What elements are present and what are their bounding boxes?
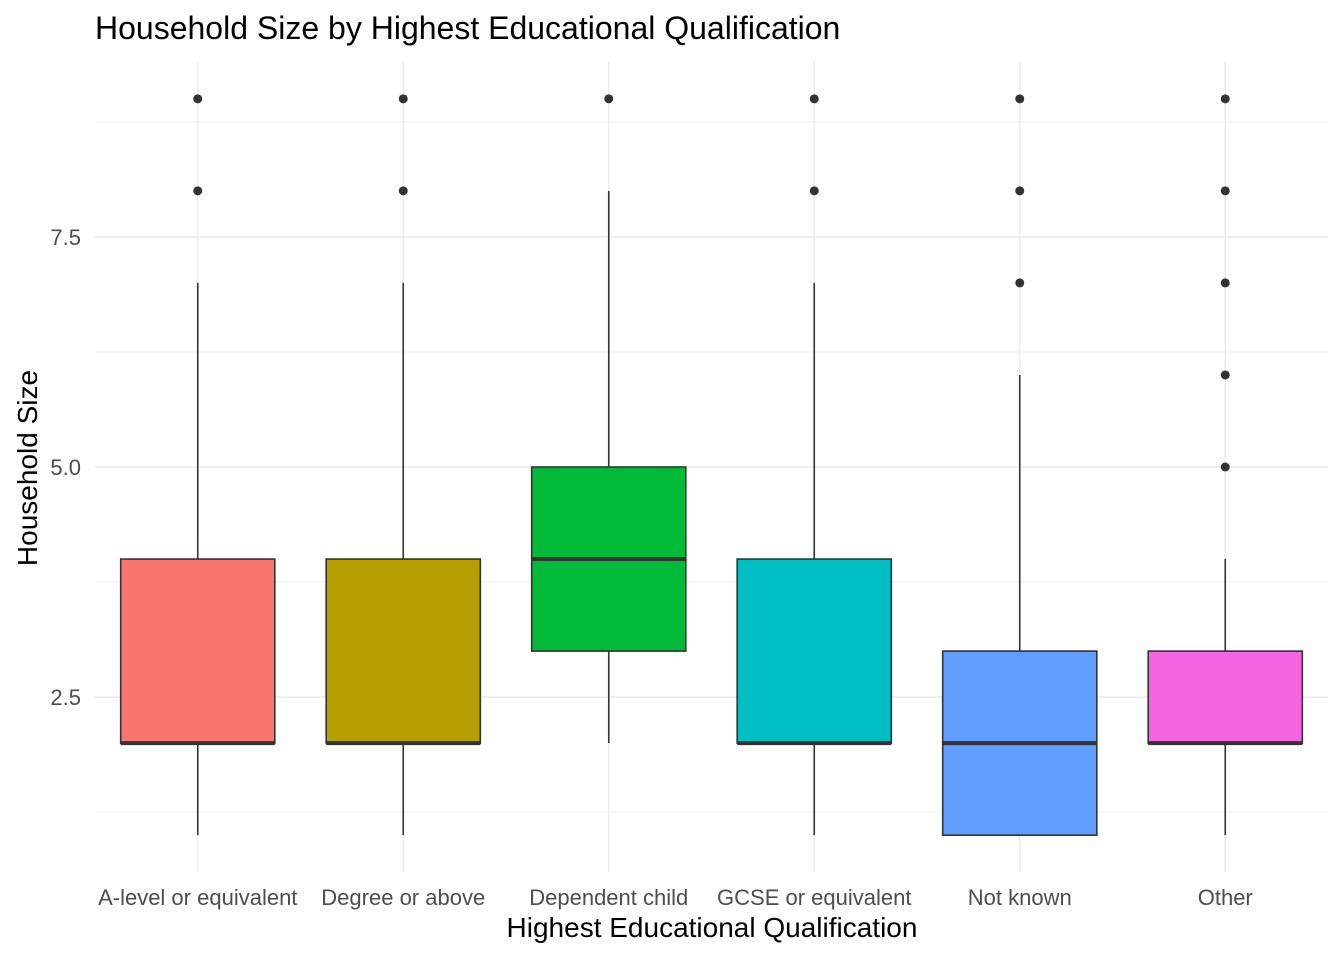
outlier-point (1015, 94, 1025, 104)
x-axis-title: Highest Educational Qualification (506, 912, 918, 943)
x-tick-label: Other (1198, 885, 1253, 910)
outlier-point (809, 94, 819, 104)
box-group (941, 94, 1098, 836)
outlier-point (193, 186, 203, 196)
box-group (325, 94, 482, 836)
outlier-point (1220, 186, 1230, 196)
box-group (736, 94, 893, 836)
x-tick-label: GCSE or equivalent (717, 885, 911, 910)
box-iqr (325, 558, 482, 744)
outlier-point (604, 94, 614, 104)
x-tick-label: Not known (968, 885, 1072, 910)
outlier-point (1220, 278, 1230, 288)
x-tick-label: Dependent child (529, 885, 688, 910)
outlier-point (398, 94, 408, 104)
x-axis-ticks: A-level or equivalent Degree or above Depe… (98, 885, 1253, 910)
box-iqr (119, 558, 276, 744)
outlier-point (1220, 462, 1230, 472)
box-group (530, 94, 687, 744)
chart-title: Household Size by Highest Educational Qu… (95, 10, 841, 46)
y-tick-label: 2.5 (50, 685, 81, 710)
box-iqr (736, 558, 893, 744)
y-axis-ticks: 2.5 5.0 7.5 (50, 225, 81, 710)
boxes (119, 94, 1304, 836)
outlier-point (1220, 94, 1230, 104)
x-tick-label: Degree or above (321, 885, 485, 910)
box-group (119, 94, 276, 836)
outlier-point (398, 186, 408, 196)
y-axis-title: Household Size (12, 369, 43, 567)
grid-lines (95, 62, 1328, 872)
outlier-point (193, 94, 203, 104)
box-group (1147, 94, 1304, 836)
outlier-point (809, 186, 819, 196)
y-tick-label: 5.0 (50, 455, 81, 480)
x-tick-label: A-level or equivalent (98, 885, 297, 910)
outlier-point (1220, 370, 1230, 380)
box-iqr (1147, 650, 1304, 744)
outlier-point (1015, 278, 1025, 288)
y-tick-label: 7.5 (50, 225, 81, 250)
outlier-point (1015, 186, 1025, 196)
